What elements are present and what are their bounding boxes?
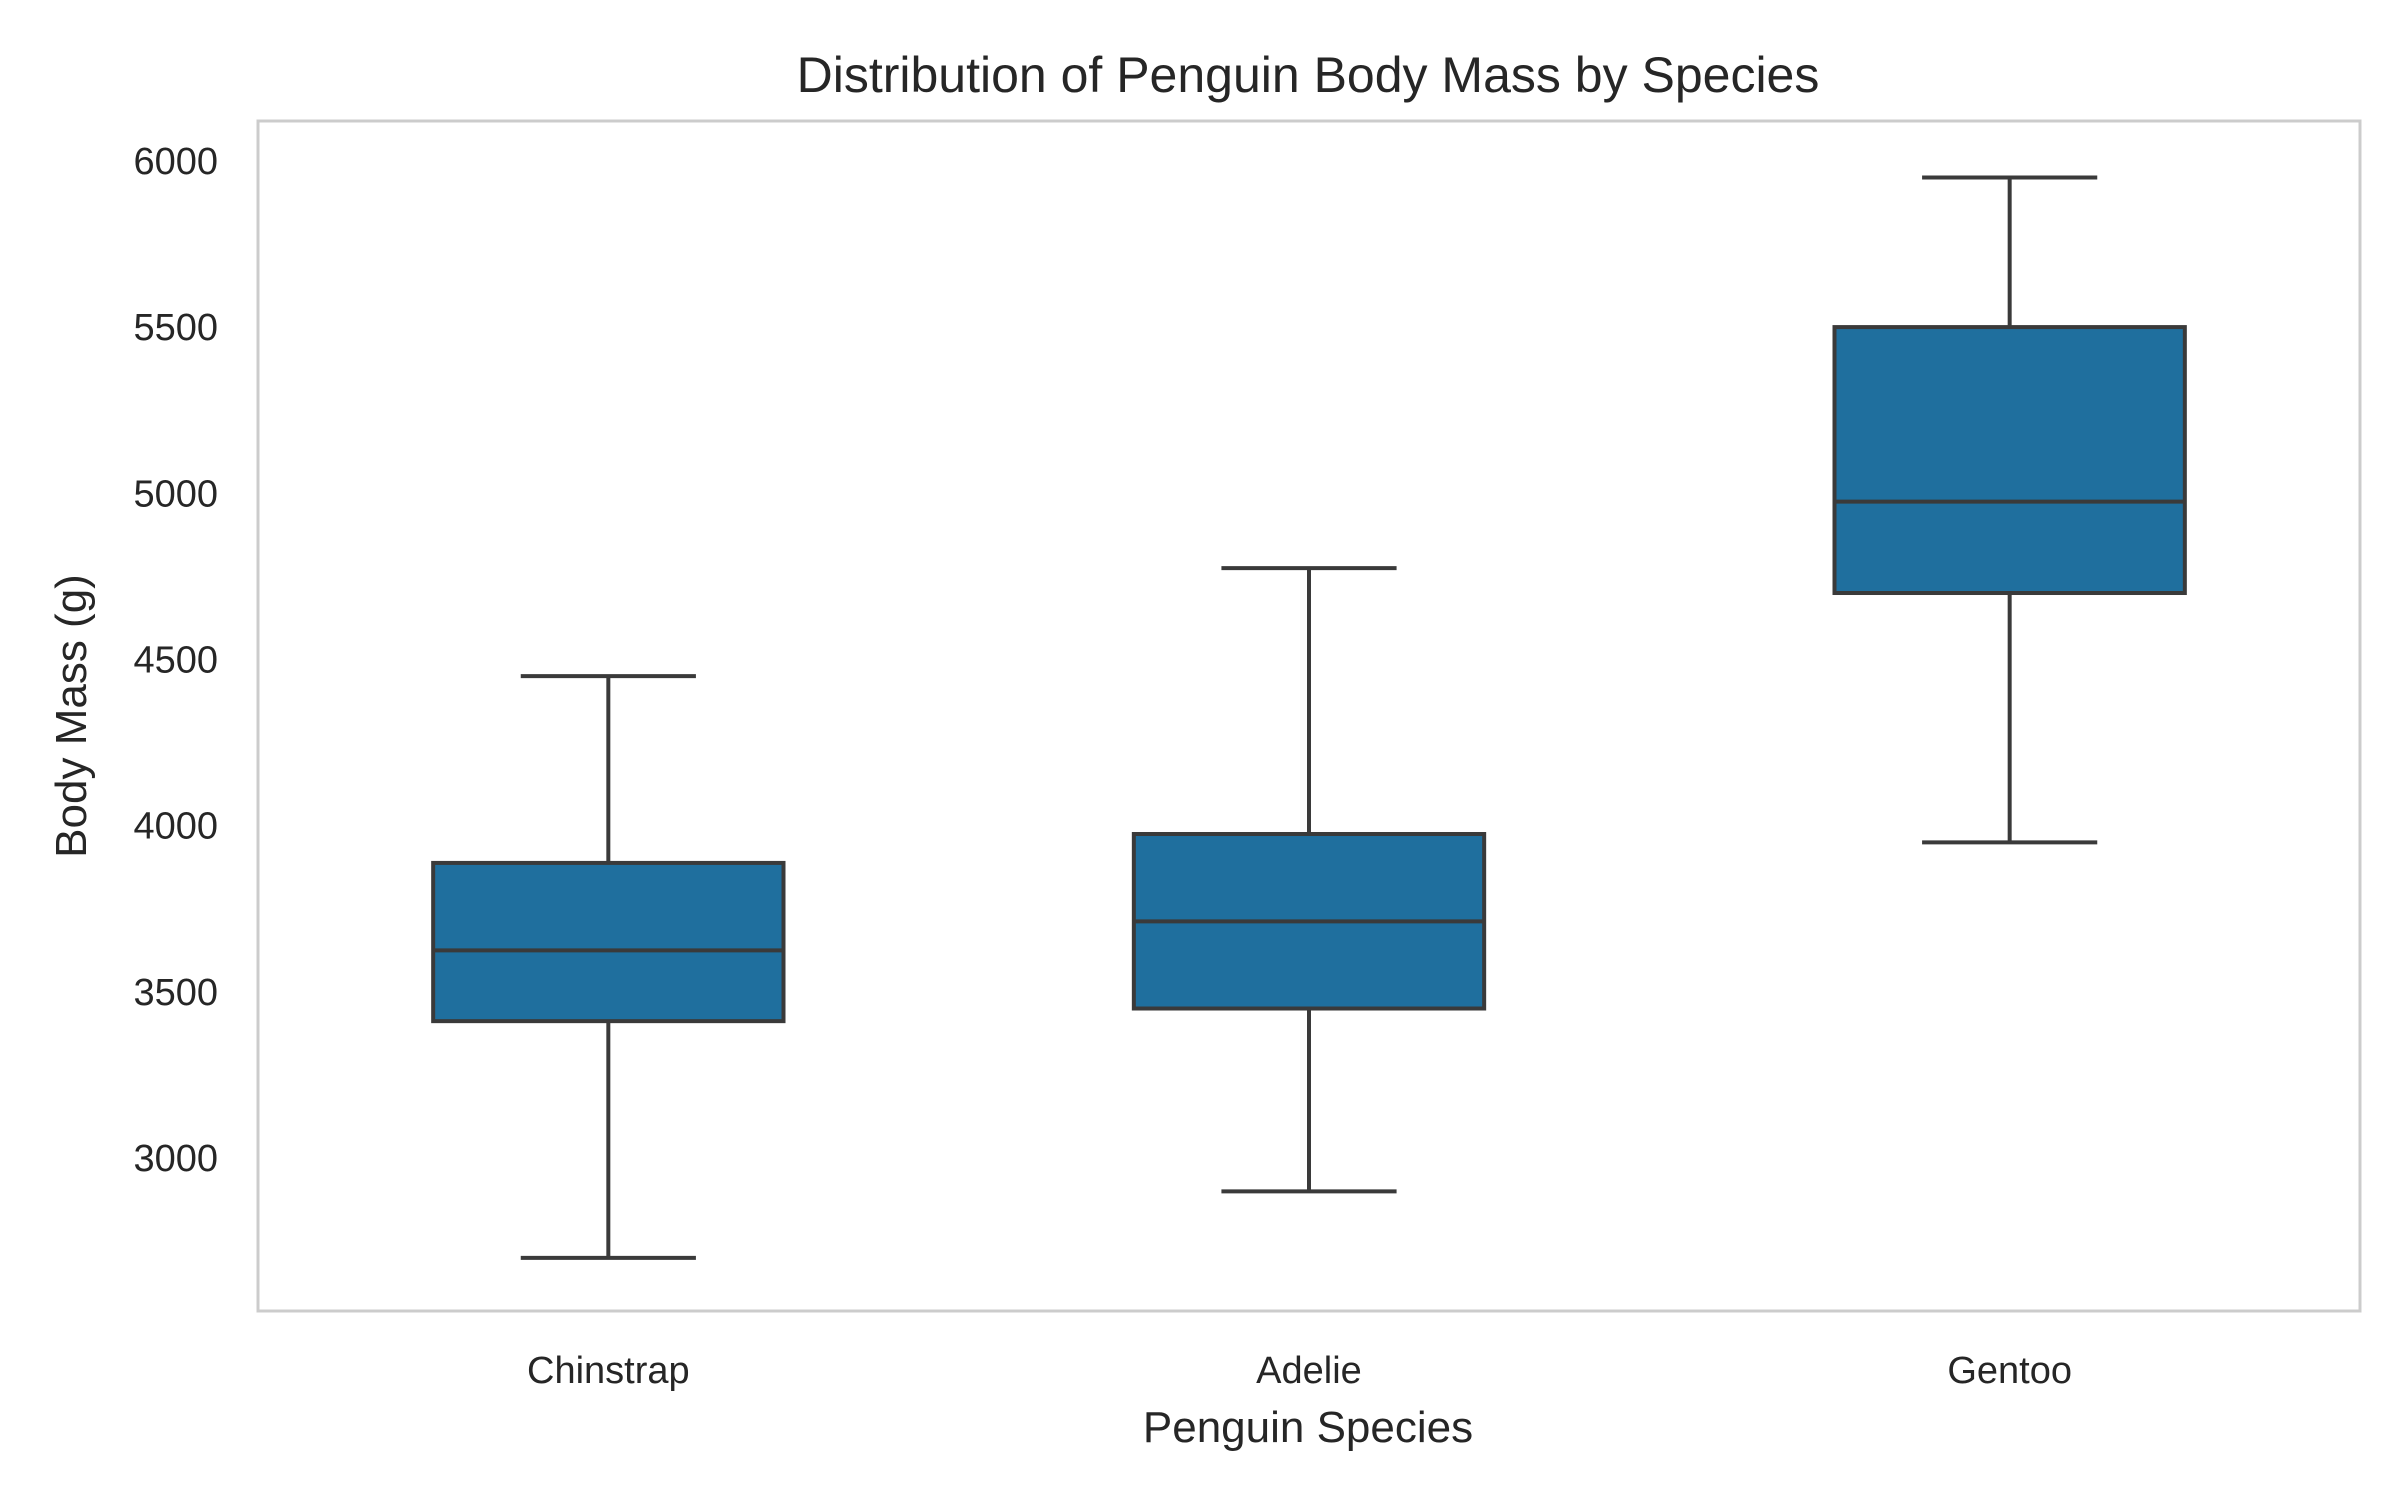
chart-title: Distribution of Penguin Body Mass by Spe… xyxy=(797,47,1820,103)
y-tick-label: 3500 xyxy=(133,972,218,1014)
box-chinstrap xyxy=(431,674,786,1260)
x-axis-label: Penguin Species xyxy=(1143,1403,1473,1452)
box-adelie xyxy=(1131,566,1487,1194)
y-axis-ticks: 3000 3500 4000 4500 5000 5500 6000 xyxy=(133,141,218,1180)
y-tick-label: 5500 xyxy=(133,307,218,349)
y-axis-label: Body Mass (g) xyxy=(47,574,96,858)
y-tick-label: 6000 xyxy=(133,141,218,183)
interquartile-box xyxy=(431,860,786,1024)
x-axis-ticks: Chinstrap Adelie Gentoo xyxy=(527,1350,2072,1392)
y-tick-label: 4000 xyxy=(133,806,218,848)
box-plot-series xyxy=(431,175,2187,1260)
y-tick-label: 5000 xyxy=(133,473,218,515)
box-gentoo xyxy=(1832,175,2187,845)
y-tick-label: 3000 xyxy=(133,1138,218,1180)
x-tick-label: Chinstrap xyxy=(527,1350,690,1392)
interquartile-box xyxy=(1832,325,2187,596)
y-tick-label: 4500 xyxy=(133,639,218,681)
x-tick-label: Gentoo xyxy=(1947,1350,2072,1392)
x-tick-label: Adelie xyxy=(1256,1350,1362,1392)
